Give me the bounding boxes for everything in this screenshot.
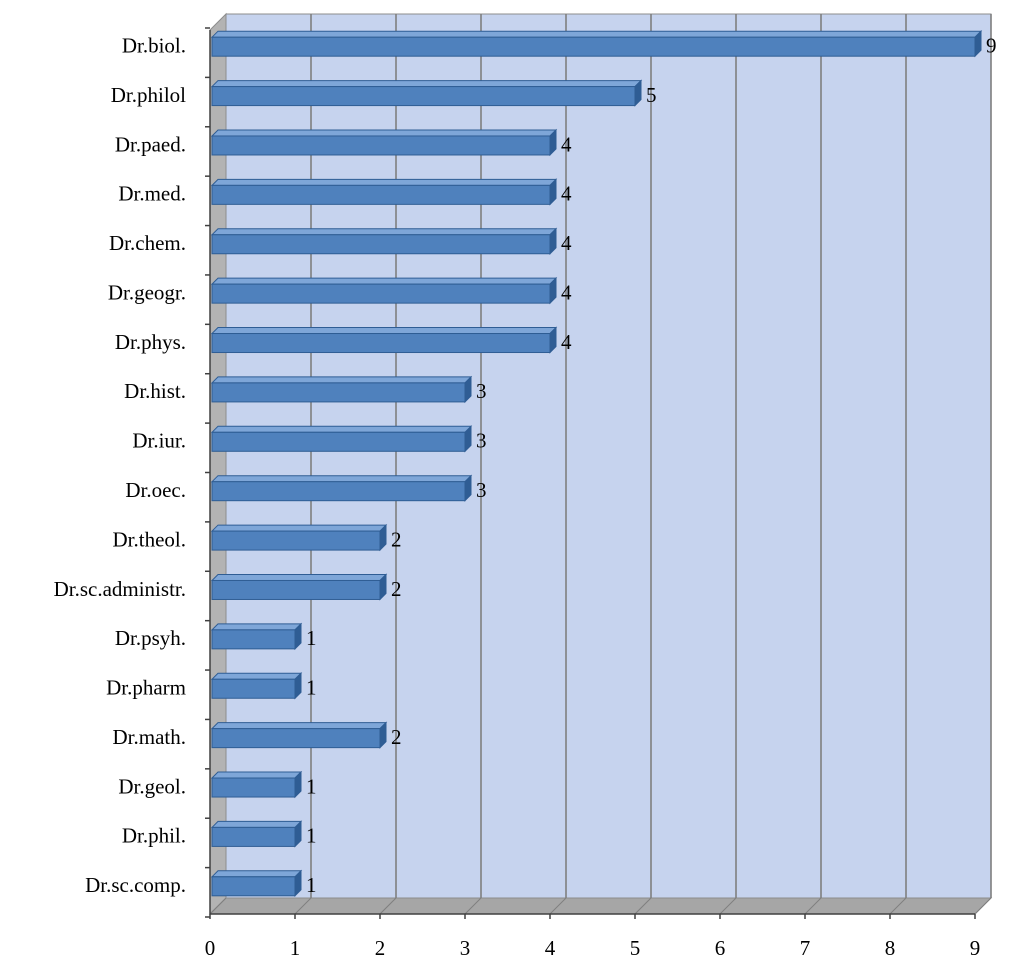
data-label: 5 [646,83,657,107]
bar [211,629,296,650]
floor-gridline [804,897,822,915]
bar [211,876,296,897]
x-tick-label: 9 [970,936,981,960]
category-label: Dr.phys. [115,330,186,354]
bar-top-face [210,672,303,680]
bar [211,826,296,847]
bar-top-face [210,524,388,532]
bar [211,333,551,354]
x-tick-label: 8 [885,936,896,960]
x-tick-label: 3 [460,936,471,960]
category-label: Dr.chem. [109,231,186,255]
bar [211,283,551,304]
data-label: 4 [561,231,572,255]
x-tick-label: 5 [630,936,641,960]
category-label: Dr.philol [111,83,186,107]
bar-top-face [210,178,558,186]
bar [211,481,466,502]
data-label: 9 [986,34,997,58]
category-label: Dr.paed. [115,132,186,156]
bar [211,579,381,600]
bar [211,678,296,699]
bar-top-face [210,771,303,779]
category-label: Dr.med. [118,182,186,206]
data-label: 1 [306,626,317,650]
floor-gridline [294,897,312,915]
bar-top-face [210,870,303,878]
bar-top-face [210,228,558,236]
data-label: 1 [306,676,317,700]
bar-top-face [210,475,473,483]
bar-top-face [210,80,643,88]
bar-top-face [210,376,473,384]
x-tick-label: 0 [205,936,216,960]
category-label: Dr.iur. [132,429,186,453]
bar [211,234,551,255]
category-label: Dr.oec. [125,478,186,502]
category-label: Dr.math. [113,725,187,749]
data-label: 4 [561,330,572,354]
bar [211,728,381,749]
x-tick-label: 6 [715,936,726,960]
bar [211,382,466,403]
x-tick-label: 7 [800,936,811,960]
x-tick-label: 4 [545,936,556,960]
category-label: Dr.biol. [122,34,186,58]
bar-top-face [210,30,983,38]
bar [211,135,551,156]
floor-gridline [464,897,482,915]
data-label: 4 [561,182,572,206]
data-label: 1 [306,873,317,897]
bar-top-face [210,820,303,828]
data-label: 2 [391,527,402,551]
bar [211,431,466,452]
category-label: Dr.theol. [113,527,187,551]
floor-gridline [974,897,992,915]
data-label: 1 [306,824,317,848]
data-label: 2 [391,577,402,601]
category-label: Dr.sc.comp. [85,873,186,897]
category-label: Dr.psyh. [115,626,186,650]
plot-area [225,13,992,899]
floor-gridline [379,897,397,915]
category-label: Dr.sc.administr. [54,577,186,601]
data-label: 3 [476,379,487,403]
bar-top-face [210,623,303,631]
bar [211,86,636,107]
category-label: Dr.phil. [122,824,186,848]
category-label: Dr.pharm [106,676,186,700]
data-label: 3 [476,429,487,453]
data-label: 2 [391,725,402,749]
category-label: Dr.geol. [118,774,186,798]
bar-top-face [210,425,473,433]
bar [211,184,551,205]
data-label: 4 [561,132,572,156]
bar-top-face [210,722,388,730]
floor-gridline [889,897,907,915]
data-label: 4 [561,280,572,304]
bar [211,777,296,798]
data-label: 1 [306,774,317,798]
floor-gridline [719,897,737,915]
bar-top-face [210,277,558,285]
floor [208,897,993,915]
bar-top-face [210,327,558,335]
bar [211,36,976,57]
bar-top-face [210,573,388,581]
floor-gridline [549,897,567,915]
bar [211,530,381,551]
x-tick-label: 1 [290,936,301,960]
x-tick-label: 2 [375,936,386,960]
floor-gridline [634,897,652,915]
data-label: 3 [476,478,487,502]
category-label: Dr.geogr. [108,280,186,304]
floor-gridline [209,897,227,915]
category-label: Dr.hist. [124,379,186,403]
bar-top-face [210,129,558,137]
